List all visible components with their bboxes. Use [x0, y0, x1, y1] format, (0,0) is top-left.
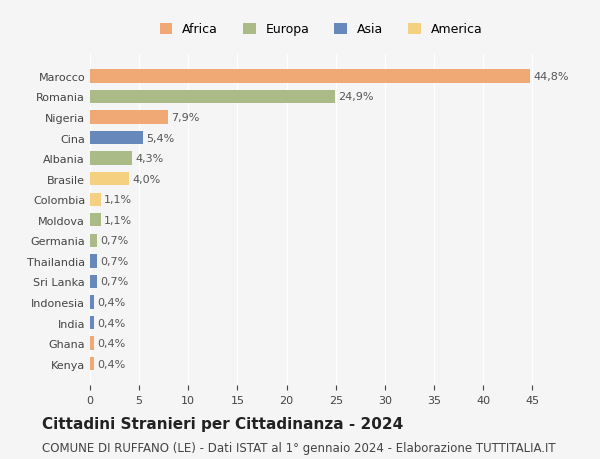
Text: 44,8%: 44,8%: [533, 72, 569, 82]
Legend: Africa, Europa, Asia, America: Africa, Europa, Asia, America: [155, 18, 487, 41]
Bar: [90, 173, 130, 186]
Text: 0,7%: 0,7%: [100, 256, 128, 266]
Text: 0,4%: 0,4%: [97, 338, 125, 348]
Text: 1,1%: 1,1%: [104, 215, 132, 225]
Text: 0,4%: 0,4%: [97, 297, 125, 308]
Text: 0,7%: 0,7%: [100, 236, 128, 246]
Text: COMUNE DI RUFFANO (LE) - Dati ISTAT al 1° gennaio 2024 - Elaborazione TUTTITALIA: COMUNE DI RUFFANO (LE) - Dati ISTAT al 1…: [42, 442, 556, 454]
Bar: [90, 213, 101, 227]
Bar: [90, 275, 97, 289]
Bar: [90, 90, 335, 104]
Bar: [90, 152, 132, 165]
Bar: [90, 111, 167, 124]
Text: 4,3%: 4,3%: [135, 154, 163, 164]
Text: Cittadini Stranieri per Cittadinanza - 2024: Cittadini Stranieri per Cittadinanza - 2…: [42, 416, 403, 431]
Bar: [90, 296, 94, 309]
Bar: [90, 357, 94, 370]
Bar: [90, 234, 97, 247]
Bar: [90, 70, 530, 84]
Text: 4,0%: 4,0%: [132, 174, 161, 185]
Text: 7,9%: 7,9%: [170, 113, 199, 123]
Text: 5,4%: 5,4%: [146, 133, 174, 143]
Bar: [90, 316, 94, 330]
Bar: [90, 193, 101, 207]
Text: 24,9%: 24,9%: [338, 92, 373, 102]
Text: 0,4%: 0,4%: [97, 318, 125, 328]
Text: 1,1%: 1,1%: [104, 195, 132, 205]
Text: 0,7%: 0,7%: [100, 277, 128, 287]
Text: 0,4%: 0,4%: [97, 359, 125, 369]
Bar: [90, 255, 97, 268]
Bar: [90, 132, 143, 145]
Bar: [90, 337, 94, 350]
